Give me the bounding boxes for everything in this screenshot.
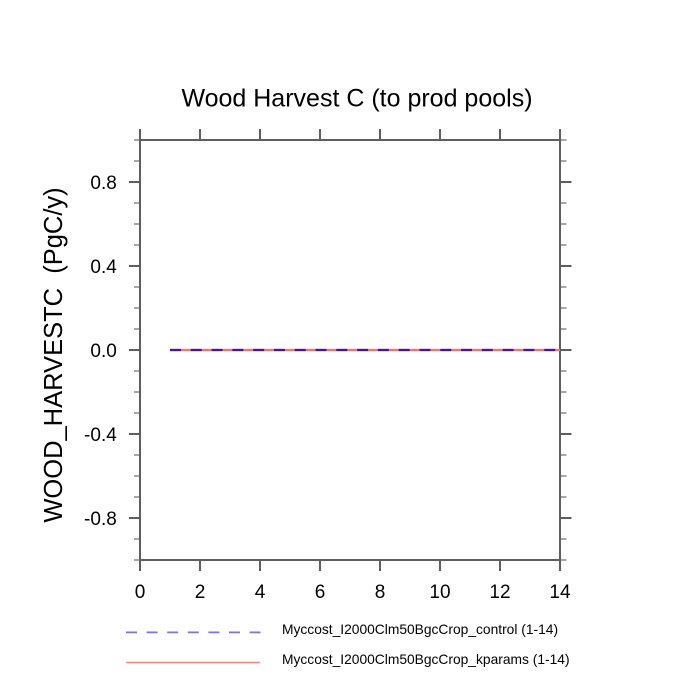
svg-text:-0.8: -0.8: [84, 509, 117, 530]
svg-text:0.4: 0.4: [90, 257, 117, 278]
svg-text:WOOD_HARVESTC (PgC/y): WOOD_HARVESTC (PgC/y): [40, 187, 68, 522]
svg-text:0: 0: [135, 582, 146, 603]
svg-text:8: 8: [375, 582, 386, 603]
svg-text:6: 6: [315, 582, 326, 603]
svg-text:Myccost_I2000Clm50BgcCrop_kpar: Myccost_I2000Clm50BgcCrop_kparams (1-14): [282, 652, 570, 667]
svg-text:12: 12: [489, 582, 510, 603]
svg-text:14: 14: [549, 582, 571, 603]
svg-text:Wood Harvest C (to prod pools): Wood Harvest C (to prod pools): [181, 85, 532, 113]
svg-text:10: 10: [429, 582, 450, 603]
svg-text:0.0: 0.0: [90, 341, 116, 362]
svg-text:2: 2: [195, 582, 206, 603]
svg-text:-0.4: -0.4: [84, 425, 117, 446]
svg-text:Myccost_I2000Clm50BgcCrop_cont: Myccost_I2000Clm50BgcCrop_control (1-14): [282, 622, 558, 637]
svg-text:4: 4: [255, 582, 266, 603]
svg-text:0.8: 0.8: [90, 173, 116, 194]
